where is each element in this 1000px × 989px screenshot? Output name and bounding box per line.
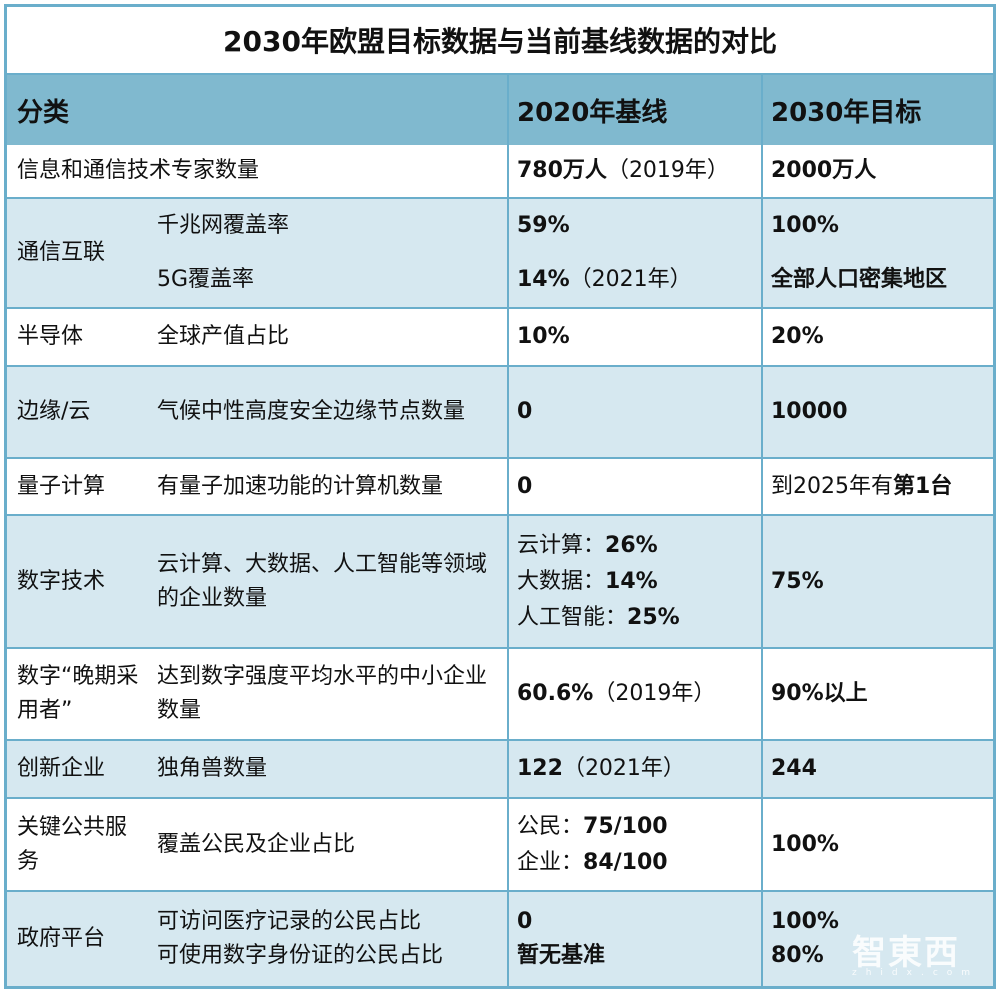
row-target: 2000万人 [771,158,877,183]
row-category: 创新企业 [17,756,106,781]
row-subcategory: 气候中性高度安全边缘节点数量 [157,399,466,424]
baseline-label: 云计算： [517,532,606,558]
table-title: 2030年欧盟目标数据与当前基线数据的对比 [7,7,993,75]
watermark-text: 智東西 [852,933,960,973]
row-category: 数字技术 [17,568,106,594]
baseline-value: 14% [605,568,658,594]
row-subcategory: 云计算、大数据、人工智能等领域的企业数量 [157,551,488,611]
baseline-value: 122 [517,756,563,781]
baseline-note: （2021年） [562,756,685,781]
row-target: 10000 [771,399,848,424]
table-row: 关键公共服务 覆盖公民及企业占比 公民：75/100 企业：84/100 100… [7,799,993,892]
baseline-value: 59% [517,213,570,238]
baseline-value: 75/100 [583,813,668,839]
baseline-value: 25% [627,604,680,630]
header-target: 2030年目标 [771,97,922,128]
row-subcategory: 覆盖公民及企业占比 [157,831,356,857]
baseline-label: 人工智能： [517,604,628,630]
row-target: 到2025年有第1台 [771,459,991,514]
table-row: 创新企业 独角兽数量 122（2021年） 244 [7,741,993,799]
target-value: 全部人口密集地区 [771,267,948,292]
row-category: 关键公共服务 [17,814,128,874]
header-baseline: 2020年基线 [517,97,668,128]
row-subcategory: 可访问医疗记录的公民占比 可使用数字身份证的公民占比 [157,892,503,986]
header-category: 分类 [17,97,70,128]
table-row: 政府平台 可访问医疗记录的公民占比 可使用数字身份证的公民占比 0 暂无基准 1… [7,892,993,986]
watermark-url: zhidx.com [852,968,980,978]
row-category: 数字“晚期采用者” [17,664,139,723]
row-subcategory: 全球产值占比 [157,324,290,349]
baseline-value: 0 [517,909,533,934]
row-target: 100% 全部人口密集地区 [771,199,991,307]
column-divider [761,75,763,986]
row-target: 75% [771,568,824,594]
row-baseline: 59% 14%（2021年） [517,199,757,307]
row-category: 量子计算 [17,473,106,499]
baseline-label: 企业： [517,849,584,875]
row-target: 100% [771,831,839,857]
row-subcategory: 千兆网覆盖率 5G覆盖率 [157,199,503,307]
row-category: 边缘/云 [17,399,91,424]
row-target: 90%以上 [771,681,868,706]
row-baseline: 0 [517,399,533,424]
target-value: 80% [771,943,824,968]
target-value: 100% [771,909,839,934]
row-subcategory: 独角兽数量 [157,756,268,781]
baseline-value: 暂无基准 [517,943,606,968]
subcategory-line: 5G覆盖率 [157,267,255,292]
row-target: 20% [771,324,824,349]
baseline-value: 84/100 [583,849,668,875]
subcategory-line: 千兆网覆盖率 [157,213,290,238]
subcategory-line: 可使用数字身份证的公民占比 [157,943,444,968]
baseline-value: 780万人 [517,158,607,183]
baseline-note: （2019年） [593,681,716,706]
row-baseline: 122（2021年） [517,741,757,797]
row-target: 100% 80% [771,892,991,986]
target-value: 第1台 [893,473,953,499]
target-prefix: 到2025年有 [771,473,893,499]
row-subcategory: 达到数字强度平均水平的中小企业数量 [157,664,488,723]
table-row: 半导体 全球产值占比 10% 20% [7,309,993,367]
column-divider [507,75,509,986]
row-baseline: 公民：75/100 企业：84/100 [517,799,757,890]
target-value: 100% [771,213,839,238]
row-baseline: 0 [517,473,533,499]
baseline-value: 60.6% [517,681,594,706]
comparison-table: 2030年欧盟目标数据与当前基线数据的对比 分类 2020年基线 2030年目标… [4,4,996,989]
row-baseline: 10% [517,324,570,349]
table-row: 量子计算 有量子加速功能的计算机数量 0 到2025年有第1台 [7,459,993,516]
table-row: 信息和通信技术专家数量 780万人（2019年） 2000万人 [7,145,993,199]
baseline-value: 26% [605,532,658,558]
watermark-logo: 智東西 zhidx.com [852,925,979,978]
row-subcategory: 有量子加速功能的计算机数量 [157,473,444,499]
row-category: 政府平台 [17,926,106,951]
row-category: 半导体 [17,324,84,349]
baseline-label: 公民： [517,813,584,839]
baseline-value: 14% [517,267,570,292]
table-row: 边缘/云 气候中性高度安全边缘节点数量 0 10000 [7,367,993,459]
row-category: 信息和通信技术专家数量 [17,158,260,183]
table-header: 分类 2020年基线 2030年目标 [7,75,993,147]
table-row: 数字“晚期采用者” 达到数字强度平均水平的中小企业数量 60.6%（2019年）… [7,649,993,741]
row-category: 通信互联 [17,240,106,265]
table-row: 数字技术 云计算、大数据、人工智能等领域的企业数量 云计算：26% 大数据：14… [7,516,993,649]
baseline-note: （2019年） [606,158,729,183]
row-baseline: 0 暂无基准 [517,892,757,986]
baseline-label: 大数据： [517,568,606,594]
row-baseline: 60.6%（2019年） [517,649,757,739]
row-baseline: 云计算：26% 大数据：14% 人工智能：25% [517,516,757,647]
table-row: 通信互联 千兆网覆盖率 5G覆盖率 59% 14%（2021年） 100% 全部… [7,199,993,309]
subcategory-line: 可访问医疗记录的公民占比 [157,909,422,934]
row-target: 244 [771,756,817,781]
row-baseline: 780万人（2019年） [517,145,757,197]
baseline-note: （2021年） [569,267,692,292]
